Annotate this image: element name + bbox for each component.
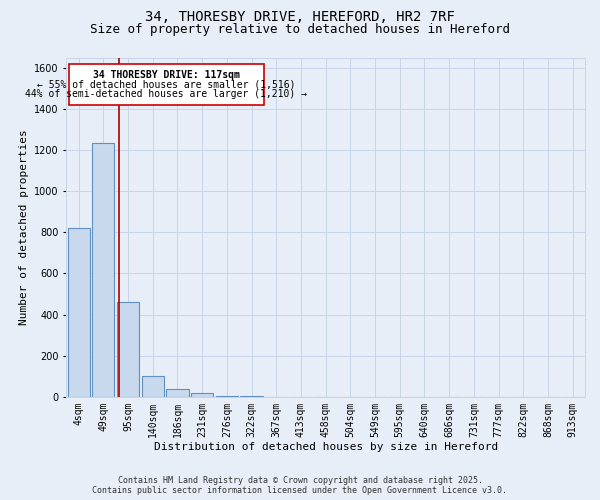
Polygon shape <box>69 64 264 105</box>
Y-axis label: Number of detached properties: Number of detached properties <box>19 130 29 325</box>
Bar <box>92 143 115 397</box>
Text: 34 THORESBY DRIVE: 117sqm: 34 THORESBY DRIVE: 117sqm <box>93 70 240 80</box>
Bar <box>142 376 164 397</box>
Text: 34, THORESBY DRIVE, HEREFORD, HR2 7RF: 34, THORESBY DRIVE, HEREFORD, HR2 7RF <box>145 10 455 24</box>
Bar <box>166 388 188 397</box>
Bar <box>216 396 238 397</box>
Bar <box>191 392 213 397</box>
Text: Contains HM Land Registry data © Crown copyright and database right 2025.
Contai: Contains HM Land Registry data © Crown c… <box>92 476 508 495</box>
Bar <box>117 302 139 397</box>
Bar <box>68 228 90 397</box>
Text: Size of property relative to detached houses in Hereford: Size of property relative to detached ho… <box>90 22 510 36</box>
Bar <box>241 396 263 397</box>
Text: 44% of semi-detached houses are larger (1,210) →: 44% of semi-detached houses are larger (… <box>25 88 307 99</box>
X-axis label: Distribution of detached houses by size in Hereford: Distribution of detached houses by size … <box>154 442 498 452</box>
Text: ← 55% of detached houses are smaller (1,516): ← 55% of detached houses are smaller (1,… <box>37 79 296 89</box>
